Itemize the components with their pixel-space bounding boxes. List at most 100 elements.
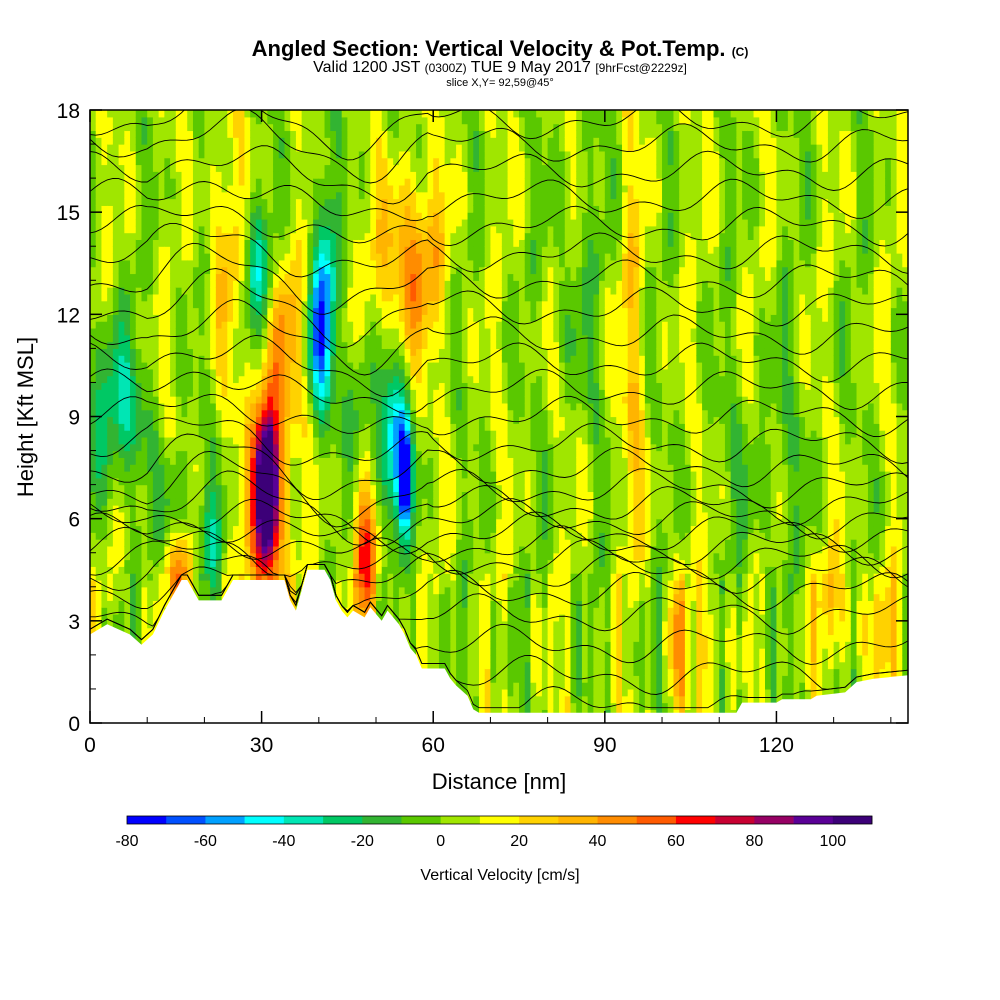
velocity-cell	[152, 293, 160, 302]
velocity-cell	[250, 348, 257, 356]
velocity-cell	[221, 573, 228, 581]
velocity-cell	[233, 321, 240, 329]
velocity-cell	[307, 178, 314, 186]
velocity-cell	[284, 573, 291, 581]
velocity-cell	[107, 130, 114, 138]
velocity-cell	[135, 389, 143, 397]
velocity-cell	[118, 239, 125, 247]
velocity-cell	[238, 341, 246, 349]
velocity-cell	[130, 212, 137, 220]
velocity-cell	[347, 430, 354, 438]
velocity-cell	[398, 402, 406, 411]
velocity-cell	[324, 321, 331, 329]
velocity-cell	[255, 539, 263, 547]
velocity-cell	[124, 586, 131, 595]
velocity-cell	[118, 259, 125, 268]
velocity-cell	[250, 232, 257, 241]
velocity-cell	[335, 334, 343, 343]
velocity-cell	[267, 225, 274, 234]
velocity-cell	[267, 130, 274, 138]
velocity-cell	[278, 491, 286, 499]
velocity-cell	[147, 341, 154, 349]
velocity-cell	[221, 389, 228, 397]
velocity-cell	[215, 532, 223, 540]
velocity-cell	[135, 436, 143, 445]
velocity-cell	[313, 239, 320, 247]
velocity-cell	[187, 307, 194, 315]
velocity-cell	[147, 409, 154, 418]
velocity-cell	[370, 436, 377, 445]
velocity-cell	[204, 300, 211, 309]
velocity-cell	[393, 443, 400, 452]
velocity-cell	[90, 280, 97, 288]
velocity-cell	[335, 184, 343, 193]
velocity-cell	[318, 464, 326, 472]
velocity-cell	[118, 532, 125, 540]
velocity-cell	[324, 511, 331, 520]
velocity-cell	[210, 355, 217, 363]
velocity-cell	[147, 321, 154, 329]
velocity-cell	[313, 110, 320, 118]
velocity-cell	[318, 123, 326, 132]
velocity-cell	[233, 225, 240, 234]
velocity-cell	[152, 505, 160, 513]
velocity-cell	[393, 498, 400, 506]
velocity-cell	[278, 362, 286, 370]
velocity-cell	[175, 266, 183, 275]
velocity-cell	[227, 307, 234, 315]
velocity-cell	[187, 300, 194, 309]
velocity-cell	[358, 212, 366, 220]
velocity-cell	[307, 443, 314, 452]
velocity-cell	[147, 334, 154, 343]
velocity-cell	[301, 484, 308, 493]
velocity-cell	[147, 416, 154, 424]
velocity-cell	[364, 511, 371, 520]
velocity-cell	[221, 198, 228, 206]
velocity-cell	[267, 396, 274, 404]
velocity-cell	[301, 443, 308, 452]
velocity-cell	[347, 300, 354, 309]
velocity-cell	[284, 293, 291, 302]
velocity-cell	[112, 246, 120, 254]
velocity-cell	[238, 307, 246, 315]
velocity-cell	[124, 157, 131, 166]
velocity-cell	[347, 355, 354, 363]
velocity-cell	[255, 137, 263, 145]
velocity-cell	[130, 491, 137, 499]
velocity-cell	[301, 198, 308, 206]
velocity-cell	[278, 566, 286, 574]
velocity-cell	[393, 198, 400, 206]
velocity-cell	[244, 157, 251, 166]
velocity-cell	[273, 545, 280, 554]
velocity-cell	[358, 430, 366, 438]
velocity-cell	[152, 116, 160, 125]
velocity-cell	[353, 396, 360, 404]
velocity-cell	[370, 539, 377, 547]
velocity-cell	[204, 212, 211, 220]
velocity-cell	[387, 464, 394, 472]
velocity-cell	[335, 368, 343, 377]
velocity-cell	[278, 409, 286, 418]
velocity-cell	[170, 130, 177, 138]
velocity-cell	[221, 552, 228, 561]
velocity-cell	[358, 123, 366, 132]
velocity-cell	[130, 157, 137, 166]
velocity-cell	[255, 355, 263, 363]
velocity-cell	[335, 362, 343, 370]
velocity-cell	[181, 362, 188, 370]
velocity-cell	[118, 184, 125, 193]
velocity-cell	[215, 491, 223, 499]
velocity-cell	[290, 545, 297, 554]
velocity-cell	[164, 130, 171, 138]
velocity-cell	[192, 334, 200, 343]
velocity-cell	[124, 150, 131, 159]
velocity-cell	[278, 470, 286, 479]
velocity-cell	[341, 321, 349, 329]
velocity-cell	[393, 409, 400, 418]
velocity-cell	[273, 566, 280, 574]
velocity-cell	[175, 273, 183, 281]
velocity-cell	[353, 300, 360, 309]
velocity-cell	[227, 287, 234, 295]
velocity-cell	[164, 552, 171, 561]
velocity-cell	[393, 232, 400, 241]
